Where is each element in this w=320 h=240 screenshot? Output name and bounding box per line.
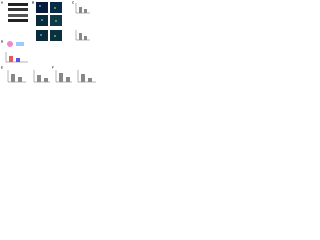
cell bbox=[54, 35, 56, 37]
bar bbox=[44, 78, 48, 82]
bar bbox=[88, 78, 92, 82]
icon bbox=[16, 42, 24, 46]
panel-label: F bbox=[52, 65, 54, 69]
diagram bbox=[7, 41, 24, 62]
cell bbox=[54, 7, 56, 9]
image bbox=[50, 30, 62, 41]
blot-band bbox=[8, 19, 28, 22]
blot-band bbox=[8, 3, 28, 6]
axis bbox=[75, 3, 90, 14]
cell bbox=[41, 19, 43, 21]
cell bbox=[39, 5, 41, 7]
bar bbox=[79, 7, 82, 13]
panel-label: C bbox=[72, 0, 75, 4]
blot-band bbox=[8, 14, 28, 17]
cell bbox=[55, 20, 57, 22]
panel-label: D bbox=[1, 39, 4, 43]
axis bbox=[5, 52, 28, 63]
bars bbox=[11, 7, 92, 82]
bar bbox=[16, 58, 20, 62]
bar bbox=[18, 77, 22, 82]
panel-label: B bbox=[32, 0, 35, 4]
bar bbox=[84, 36, 87, 40]
page: A B C D E F (() => { const data = JSON.p… bbox=[0, 0, 100, 87]
microscopy-panel bbox=[36, 2, 62, 41]
blot-panel bbox=[8, 3, 28, 22]
bar bbox=[79, 33, 82, 40]
axis bbox=[77, 70, 96, 83]
bar bbox=[59, 73, 63, 82]
bar bbox=[66, 77, 70, 82]
bar bbox=[84, 9, 87, 13]
blot-band bbox=[8, 8, 28, 11]
bar bbox=[37, 75, 41, 82]
image bbox=[36, 2, 48, 13]
figure: A B C D E F bbox=[1, 0, 96, 83]
image bbox=[36, 30, 48, 41]
image bbox=[50, 2, 62, 13]
axis bbox=[75, 30, 90, 41]
bar bbox=[9, 56, 13, 62]
bar bbox=[11, 74, 15, 82]
panel-label: A bbox=[1, 0, 4, 4]
cell bbox=[40, 34, 42, 36]
icon bbox=[7, 41, 13, 47]
axis bbox=[7, 70, 26, 83]
bar bbox=[81, 74, 85, 82]
panel-label: E bbox=[1, 65, 3, 69]
